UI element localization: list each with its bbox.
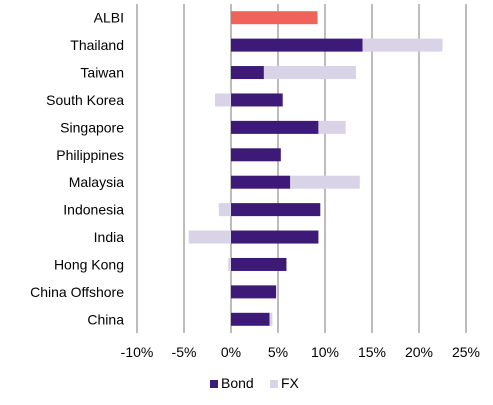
bar-fx-indonesia (218, 203, 231, 217)
bar-bond-south-korea (231, 93, 283, 107)
category-label-singapore: Singapore (60, 119, 124, 135)
category-label-india: India (94, 229, 125, 245)
category-label-philippines: Philippines (56, 147, 124, 163)
bar-fx-hong-kong (228, 257, 231, 271)
bar-bond-indonesia (231, 203, 321, 217)
legend: Bond FX (210, 375, 300, 391)
bar-bond-malaysia (231, 175, 291, 189)
bar-fx-taiwan (263, 66, 357, 80)
legend-label-bond: Bond (221, 375, 254, 391)
bar-bond-china-offshore (231, 285, 277, 299)
category-label-taiwan: Taiwan (80, 65, 124, 81)
x-tick-labels: -10% -5% 0% 5% 10% 15% 20% 25% (121, 344, 480, 360)
category-label-hong-kong: Hong Kong (54, 256, 124, 272)
x-tick-label: 5% (268, 344, 288, 360)
bar-bond-india (231, 230, 319, 244)
legend-swatch-bond (210, 380, 218, 388)
bar-fx-thailand (362, 38, 443, 52)
bar-bond-hong-kong (231, 257, 287, 271)
category-label-china: China (87, 311, 124, 327)
category-label-south-korea: South Korea (46, 92, 124, 108)
bar-fx-india (188, 230, 231, 244)
category-label-china-offshore: China Offshore (30, 284, 124, 300)
gridlines (136, 4, 467, 333)
legend-swatch-fx (270, 380, 278, 388)
legend-label-fx: FX (281, 375, 300, 391)
bar-fx-south-korea (215, 93, 231, 107)
x-tick-label: 10% (311, 344, 339, 360)
category-labels: ALBI Thailand Taiwan South Korea Singapore Ph… (30, 10, 124, 328)
x-tick-label: -10% (121, 344, 154, 360)
bar-bond-singapore (231, 120, 319, 134)
bars (188, 11, 443, 326)
x-tick-label: 20% (405, 344, 433, 360)
x-tick-label: 25% (452, 344, 480, 360)
x-tick-label: -5% (172, 344, 197, 360)
bar-fx-malaysia (290, 175, 360, 189)
bar-bond-taiwan (231, 66, 264, 80)
bar-bond-thailand (231, 38, 363, 52)
x-tick-label: 0% (221, 344, 241, 360)
bar-bond-china (231, 312, 270, 326)
category-label-thailand: Thailand (70, 37, 124, 53)
bar-bond-philippines (231, 148, 281, 162)
bar-fx-china (269, 312, 273, 326)
bar-fx-singapore (318, 120, 346, 134)
category-label-albi: ALBI (94, 10, 124, 26)
x-tick-label: 15% (358, 344, 386, 360)
bar-albi (231, 11, 318, 25)
category-label-malaysia: Malaysia (69, 174, 124, 190)
category-label-indonesia: Indonesia (63, 202, 124, 218)
